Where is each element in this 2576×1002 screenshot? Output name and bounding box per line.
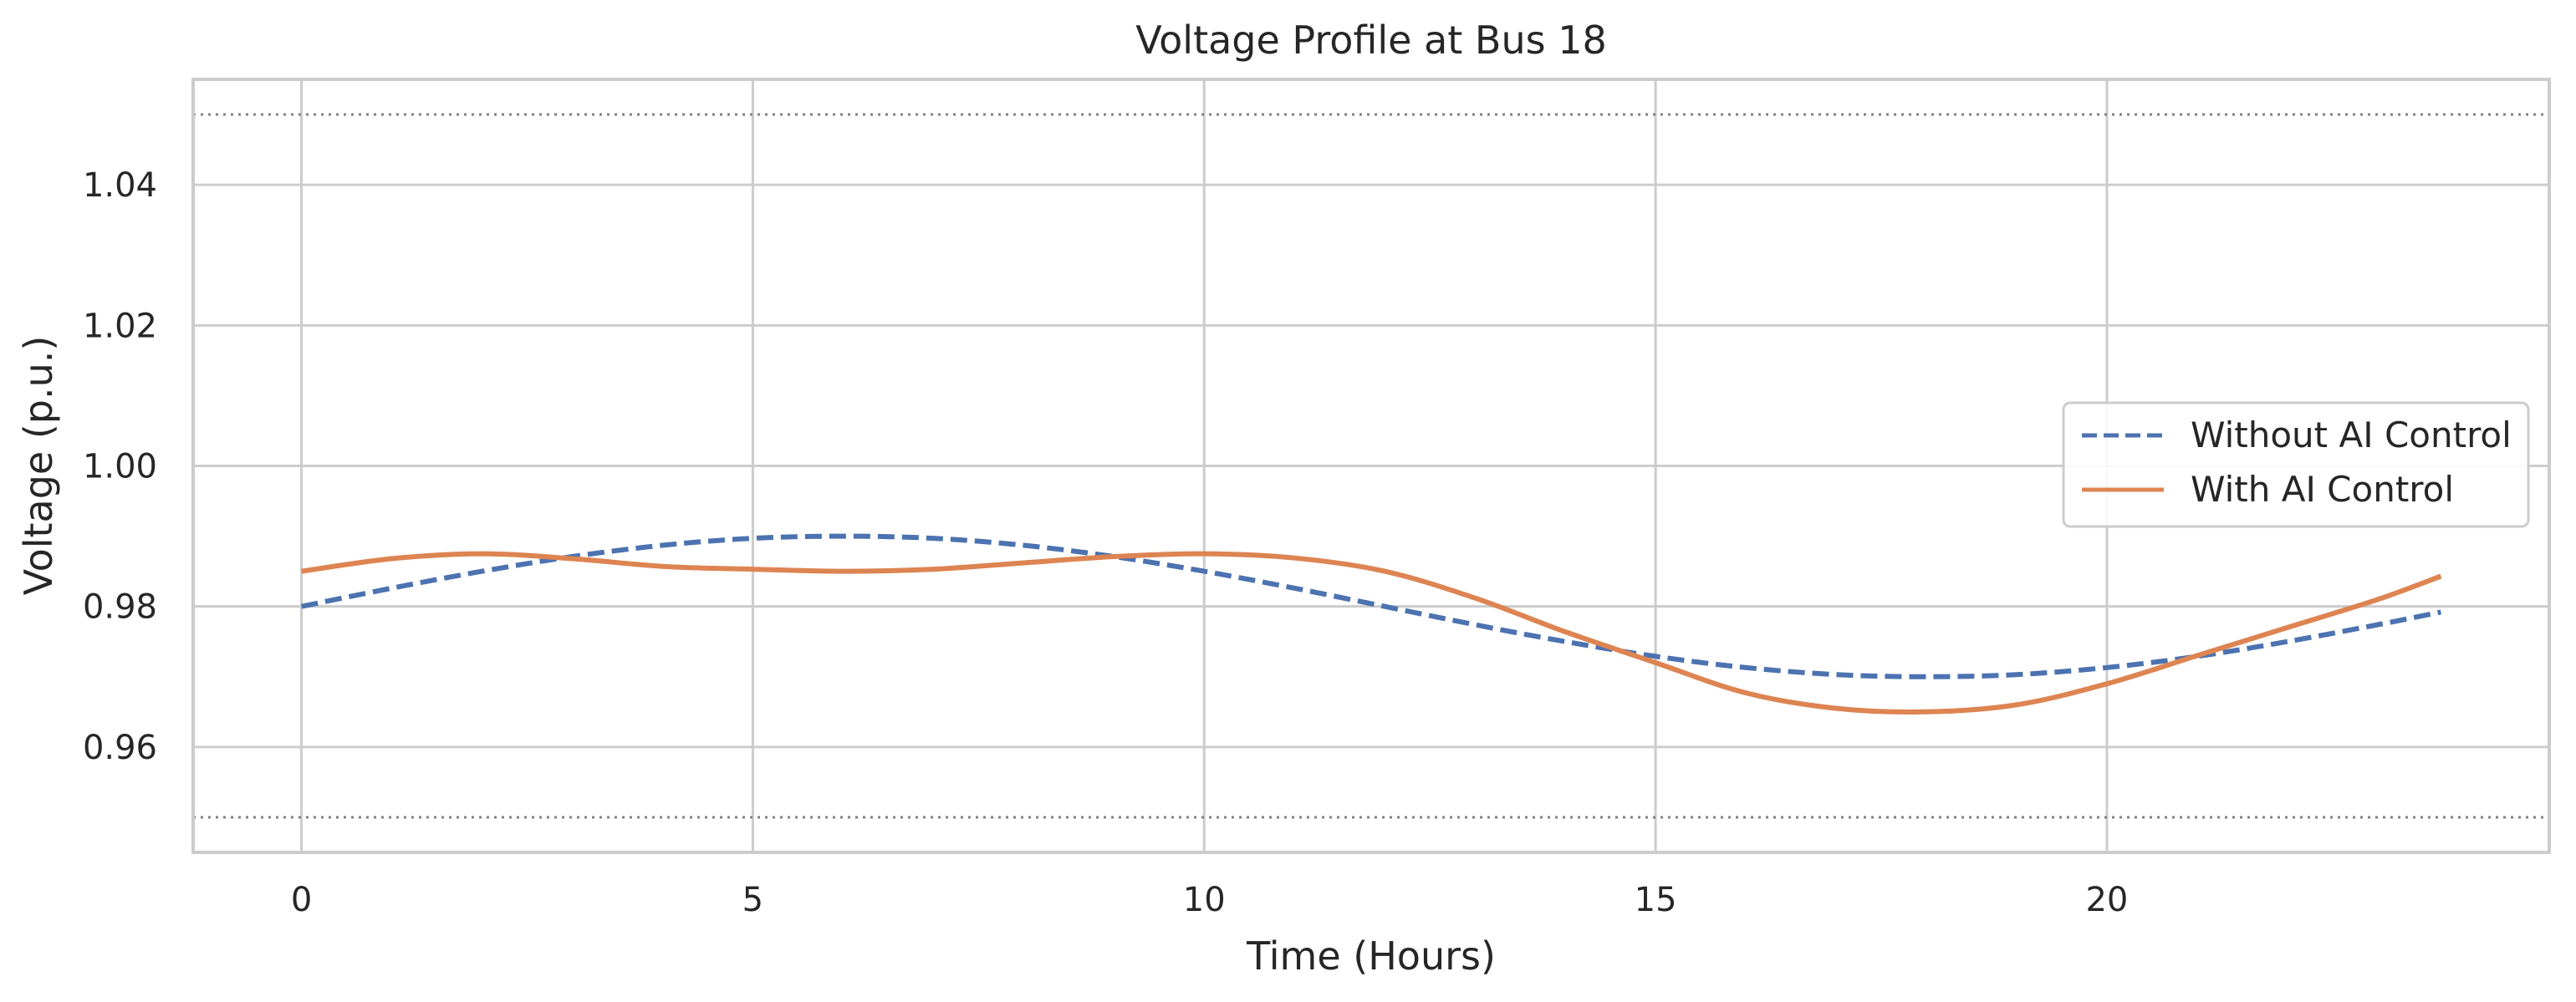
grid-lines [193,79,2549,852]
x-tick-label: 15 [1635,881,1677,919]
y-tick-labels: 0.96 0.98 1.00 1.02 1.04 [83,166,157,767]
x-tick-label: 10 [1183,881,1226,919]
series-lines [300,533,2442,715]
y-axis-label: Voltage (p.u.) [16,336,61,596]
legend-box [2062,401,2530,528]
y-tick-label: 1.04 [83,166,157,205]
legend-label-without-ai: Without AI Control [2191,415,2512,455]
chart-title: Voltage Profile at Bus 18 [1135,18,1607,63]
y-tick-label: 0.96 [83,729,157,767]
reference-lines [193,113,2549,819]
series-line-with-ai-control [301,551,2442,715]
y-tick-label: 0.98 [83,588,157,627]
legend: Without AI Control With AI Control [2062,401,2530,528]
plot-frame [191,78,2551,854]
y-tick-label: 1.00 [83,448,157,486]
x-axis-label: Time (Hours) [1246,933,1496,979]
series-line-without-ai-control [300,533,2441,679]
y-tick-label: 1.02 [83,307,157,345]
x-tick-label: 0 [291,881,312,919]
x-tick-label: 20 [2085,881,2128,919]
x-tick-label: 5 [742,881,763,919]
x-tick-labels: 0 5 10 15 20 [291,881,2129,919]
legend-label-with-ai: With AI Control [2191,469,2454,510]
